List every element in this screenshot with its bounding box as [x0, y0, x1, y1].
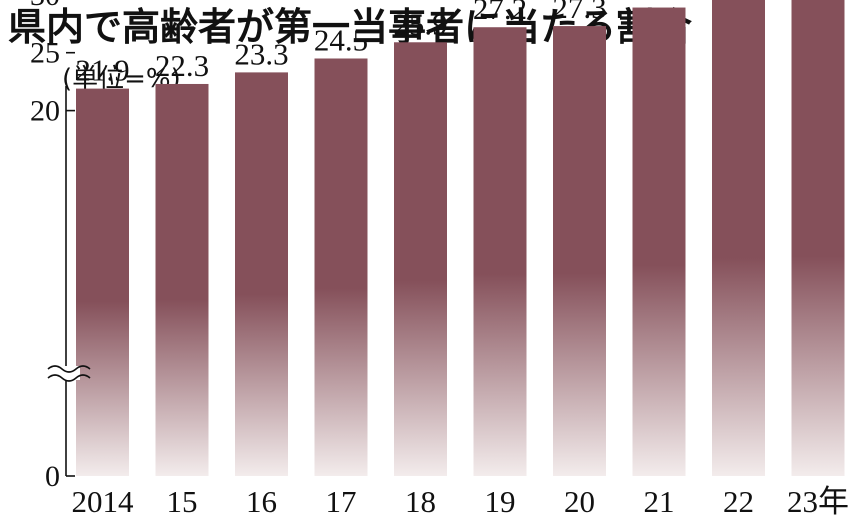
- bar: [155, 83, 209, 476]
- x-tick-label: 17: [326, 484, 357, 519]
- data-label: 25.9: [393, 6, 447, 41]
- bars-group: 21.922.323.324.525.927.227.328.930.330.6: [75, 0, 845, 477]
- data-label: 27.2: [473, 0, 527, 26]
- x-tick-label: 23年: [787, 484, 849, 519]
- x-tick-label: 19: [485, 484, 516, 519]
- bar: [394, 42, 447, 476]
- axis-break-marker: [47, 365, 91, 382]
- bar: [712, 0, 765, 477]
- x-tick-label: 20: [564, 484, 595, 519]
- y-tick-label: 0: [45, 460, 60, 493]
- y-tick-label: 30: [30, 0, 60, 12]
- data-label: 23.3: [234, 36, 288, 71]
- x-tick-label: 21: [644, 484, 675, 519]
- bar: [632, 7, 686, 477]
- y-tick-label: 20: [30, 95, 60, 128]
- x-tick-label: 2014: [72, 484, 135, 519]
- x-tick-label: 16: [246, 484, 277, 519]
- data-label: 24.5: [314, 22, 368, 57]
- y-tick-label: 25: [30, 37, 60, 70]
- bar: [235, 72, 288, 477]
- data-label: 27.3: [552, 0, 606, 25]
- x-tick-label: 22: [723, 484, 754, 519]
- axis-group: 2014 15 16 17 18 19 20 21 22 23年 0 20 25 30: [30, 0, 849, 519]
- bar: [76, 88, 129, 477]
- x-tick-label: 18: [405, 484, 436, 519]
- bar: [791, 0, 845, 477]
- bar: [314, 58, 368, 477]
- bar: [473, 27, 527, 476]
- data-label: 21.9: [75, 53, 129, 88]
- x-tick-label: 15: [167, 484, 198, 519]
- data-label: 22.3: [155, 48, 209, 83]
- bar: [553, 26, 606, 476]
- data-label: 28.9: [632, 0, 686, 7]
